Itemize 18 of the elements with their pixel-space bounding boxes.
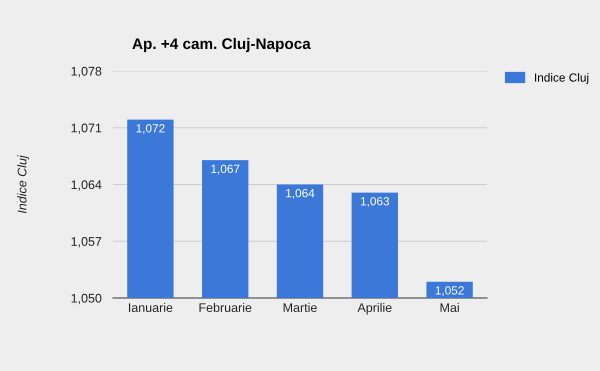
data-label: 1,052	[436, 286, 464, 296]
x-tick-label: Aprilie	[357, 302, 392, 315]
data-label: 1,063	[360, 197, 390, 207]
legend-label: Indice Cluj	[535, 73, 588, 84]
y-tick-label: 1,071	[72, 124, 102, 134]
y-tick-label: 1,050	[72, 294, 102, 304]
chart-title: Ap. +4 cam. Cluj-Napoca	[132, 38, 311, 52]
y-axis-title: Indice Cluj	[17, 155, 29, 214]
data-label: 1,067	[211, 164, 240, 174]
y-tick-label: 1,064	[72, 180, 102, 191]
data-label: 1,072	[136, 124, 165, 134]
y-tick-label: 1,057	[72, 237, 102, 248]
x-tick-label: Mai	[440, 302, 459, 312]
x-tick-label: Ianuarie	[128, 302, 172, 312]
x-tick-label: Martie	[284, 302, 317, 312]
data-label: 1,064	[286, 188, 314, 199]
y-tick-label: 1,078	[72, 66, 102, 78]
x-tick-label: Februarie	[199, 302, 252, 312]
